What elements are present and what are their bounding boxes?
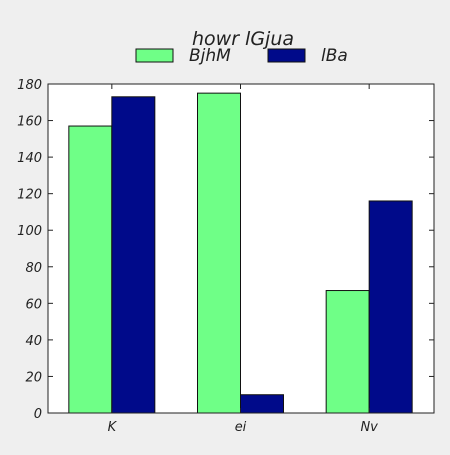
bar-lBa-ei bbox=[240, 394, 284, 414]
x-tick-label: K bbox=[108, 420, 118, 435]
y-tick-label: 180 bbox=[17, 78, 42, 93]
legend-label-BjhM: BjhM bbox=[189, 46, 231, 66]
chart-title: howr lGjua bbox=[192, 28, 294, 50]
bar-BjhM-ei bbox=[197, 92, 241, 414]
bar-lBa-Nv bbox=[368, 200, 413, 414]
bars-group bbox=[68, 92, 413, 414]
legend-swatch-BjhM bbox=[135, 48, 174, 63]
legend: BjhM lBa bbox=[135, 46, 348, 66]
y-tick-label: 100 bbox=[17, 224, 42, 239]
y-tick-label: 120 bbox=[17, 188, 42, 203]
y-tick-label: 80 bbox=[25, 261, 42, 276]
y-tick-label: 140 bbox=[17, 151, 42, 166]
y-tick-label: 60 bbox=[25, 297, 42, 312]
legend-swatch-lBa bbox=[267, 48, 306, 63]
y-tick-label: 40 bbox=[25, 334, 42, 349]
bar-lBa-K bbox=[111, 96, 156, 414]
legend-label-lBa: lBa bbox=[321, 46, 348, 66]
x-tick-label: Nv bbox=[360, 420, 378, 435]
y-tick-label: 20 bbox=[25, 370, 42, 385]
y-tick-label: 0 bbox=[34, 407, 42, 422]
bar-BjhM-Nv bbox=[325, 290, 370, 414]
y-tick-label: 160 bbox=[17, 115, 42, 130]
plot-frame bbox=[47, 83, 435, 414]
bar-BjhM-K bbox=[68, 125, 113, 414]
x-tick-label: ei bbox=[235, 420, 247, 435]
